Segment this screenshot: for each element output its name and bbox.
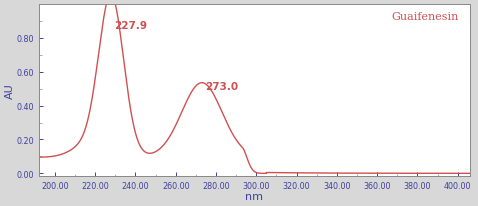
Text: 227.9: 227.9 [114, 21, 147, 31]
Y-axis label: AU: AU [5, 83, 15, 98]
X-axis label: nm: nm [245, 191, 263, 201]
Text: 273.0: 273.0 [205, 82, 238, 92]
Text: Guaifenesin: Guaifenesin [391, 12, 459, 22]
